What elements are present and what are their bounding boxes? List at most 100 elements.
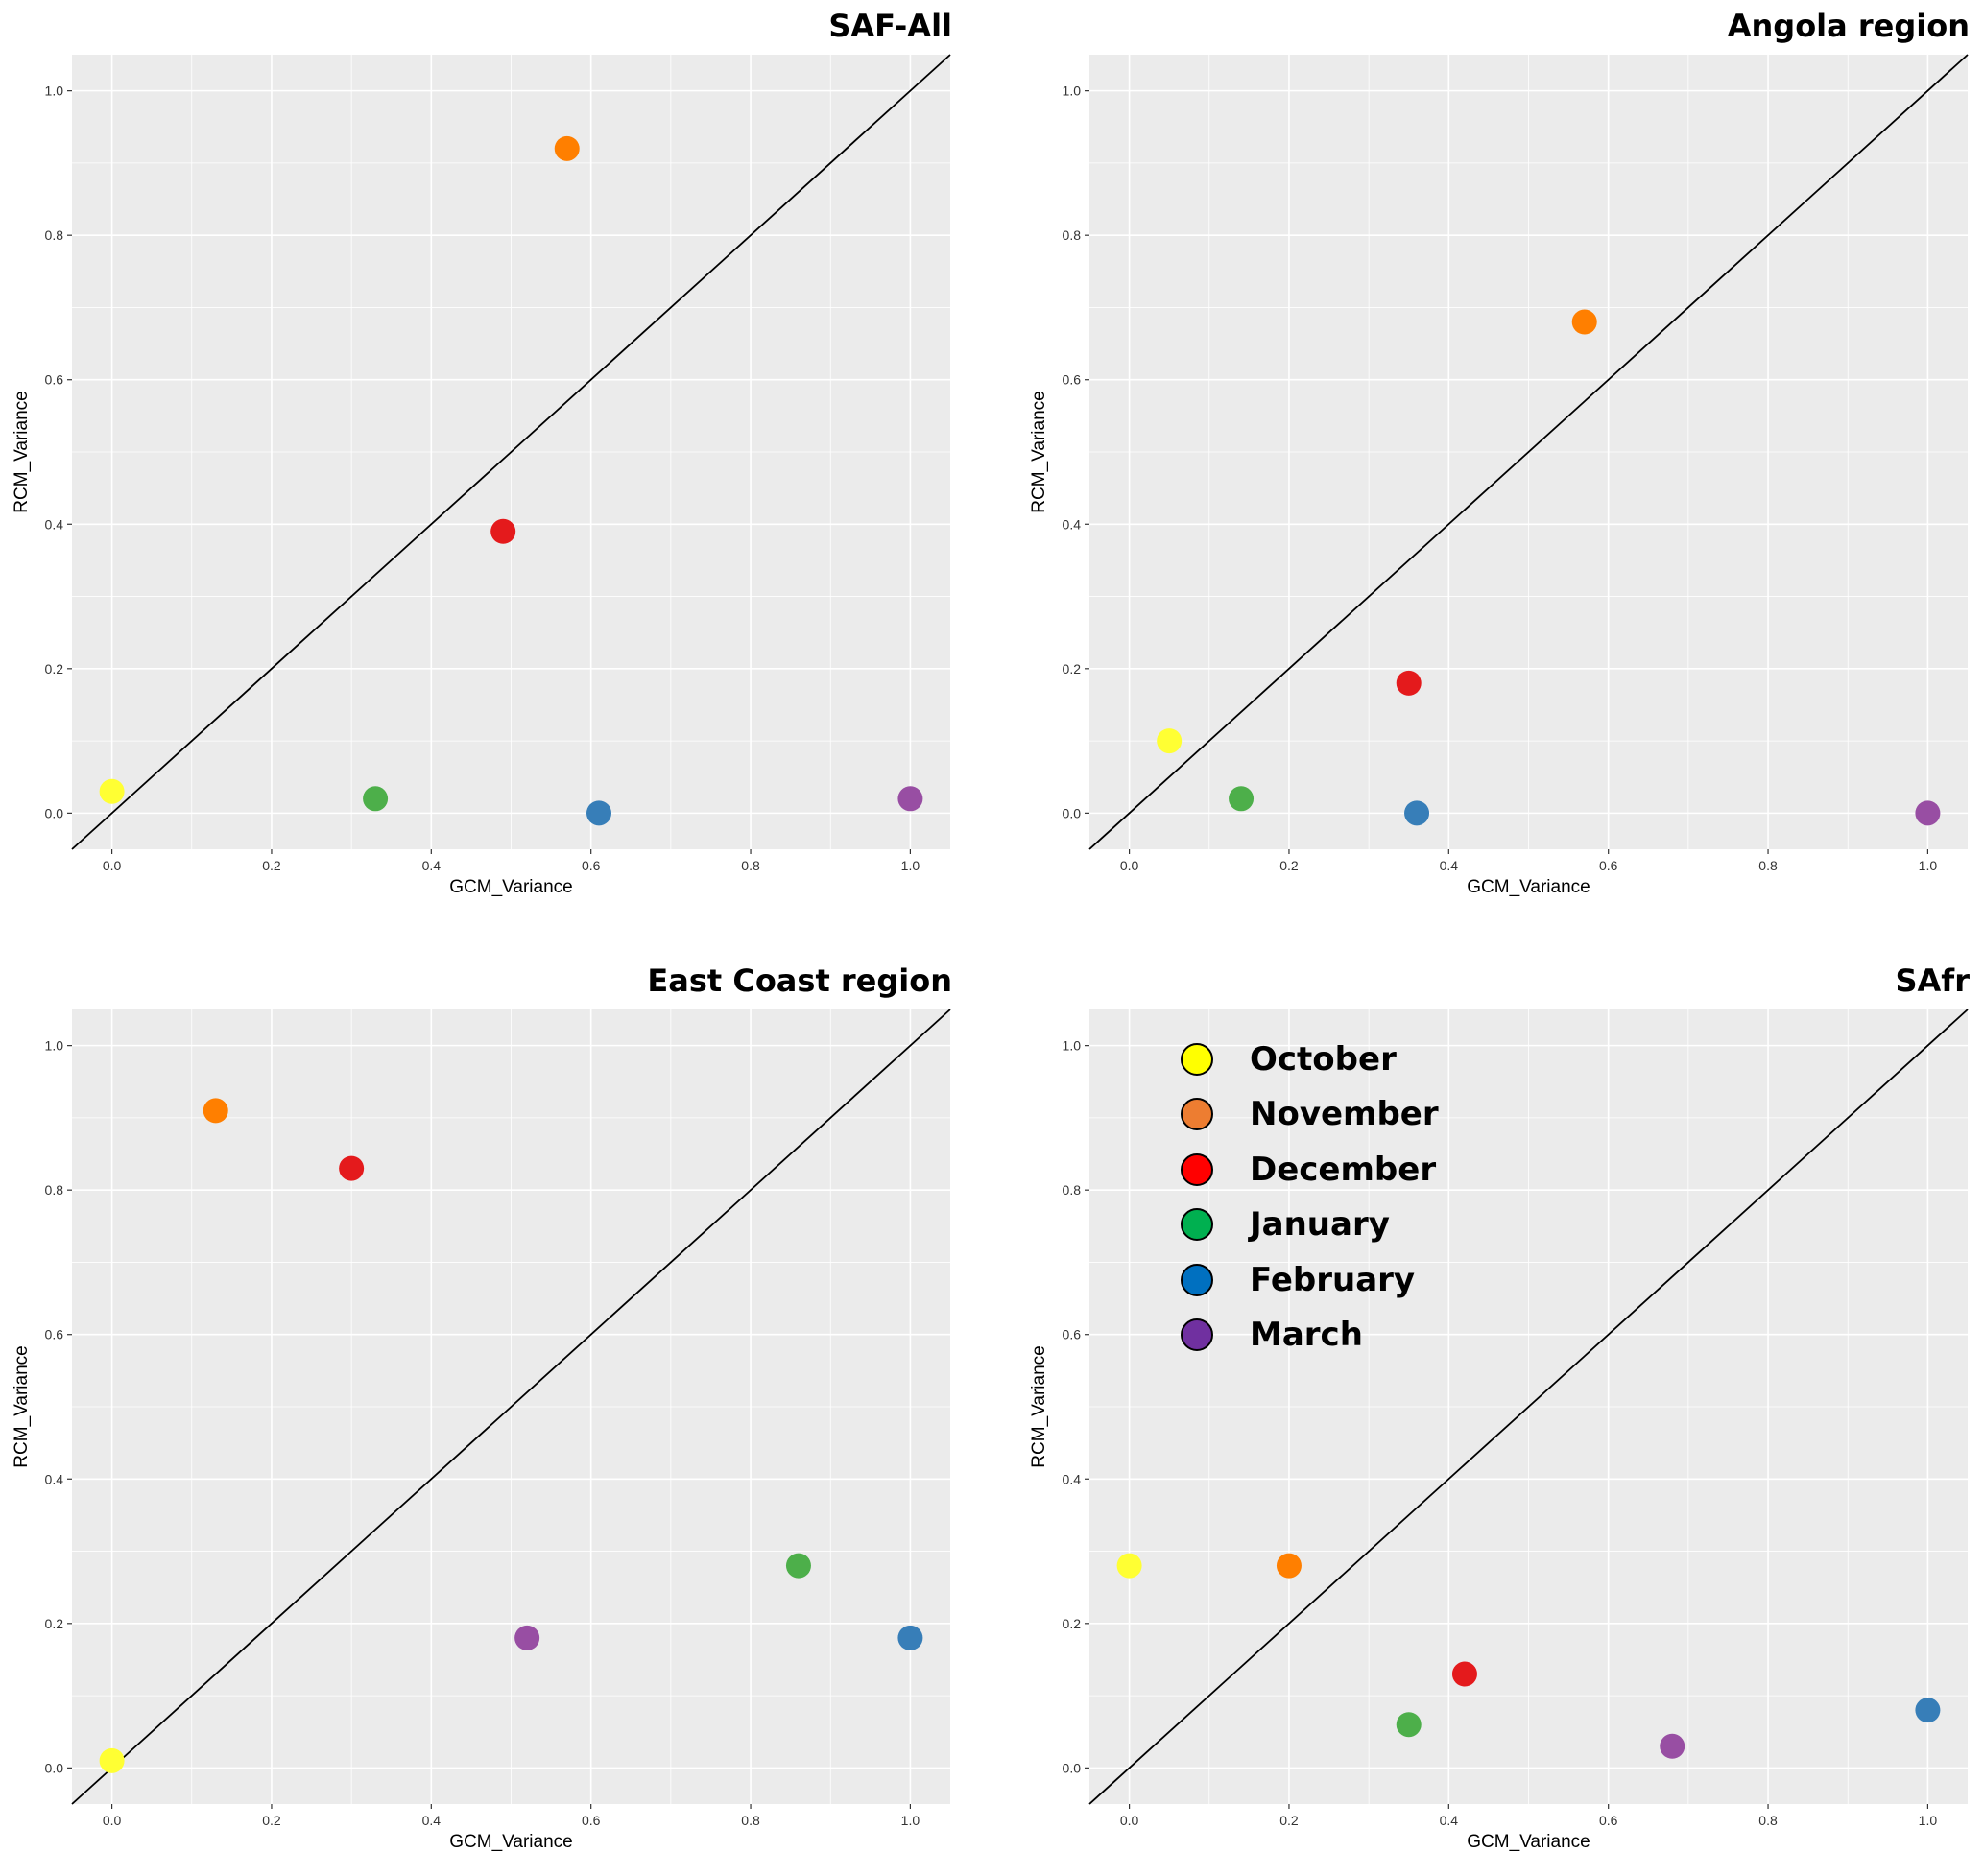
gridlines xyxy=(1089,1009,1968,1804)
identity-line xyxy=(71,1009,951,1805)
y-axis-title: RCM_Variance xyxy=(1029,1345,1049,1467)
y-tick-label: 0.0 xyxy=(45,805,64,820)
gridlines xyxy=(72,1009,950,1804)
y-tick-label: 0.8 xyxy=(1063,1182,1082,1198)
y-tick-label: 1.0 xyxy=(45,83,64,99)
identity-line xyxy=(1088,54,1969,850)
data-point-november xyxy=(203,1098,228,1124)
x-tick-label: 0.4 xyxy=(1440,858,1459,873)
x-tick-label: 0.0 xyxy=(1120,1813,1139,1828)
legend-swatch-november xyxy=(1181,1098,1213,1131)
legend-label: October xyxy=(1250,1039,1397,1079)
y-tick-label: 0.6 xyxy=(45,1327,64,1342)
legend-item: December xyxy=(1181,1142,1439,1198)
data-point-december xyxy=(1451,1661,1477,1687)
y-tick-label: 0.2 xyxy=(1063,1616,1082,1631)
panel-saf-all: 0.0 0.0 0.2 0.2 0.4 0.4 0.6 0.6 0.8 0.8 1.0 1.0 GCM_… xyxy=(0,0,960,921)
x-tick-label: 0.2 xyxy=(262,858,281,873)
x-tick-label: 0.6 xyxy=(582,858,601,873)
x-tick-label: 0.4 xyxy=(422,858,442,873)
legend-swatch-december xyxy=(1181,1152,1213,1186)
x-axis-title: GCM_Variance xyxy=(449,1832,572,1852)
y-tick-label: 0.0 xyxy=(1063,1760,1082,1775)
x-tick-label: 0.6 xyxy=(1599,858,1618,873)
legend-swatch-february xyxy=(1181,1263,1213,1296)
data-point-december xyxy=(1396,670,1422,696)
y-tick-label: 0.4 xyxy=(45,1471,64,1486)
y-tick-label: 0.6 xyxy=(1063,372,1082,388)
y-tick-label: 0.8 xyxy=(45,227,64,243)
y-axis-title: RCM_Variance xyxy=(12,1345,32,1467)
data-point-march xyxy=(514,1625,540,1650)
data-point-january xyxy=(1229,786,1255,812)
data-point-december xyxy=(490,518,516,544)
gridlines xyxy=(1089,55,1968,849)
x-tick-label: 0.2 xyxy=(1279,1813,1299,1828)
y-tick-label: 0.6 xyxy=(45,372,64,388)
y-tick-label: 0.4 xyxy=(1063,516,1082,532)
y-tick-label: 1.0 xyxy=(1063,83,1082,99)
data-point-november xyxy=(1276,1553,1302,1579)
x-axis-title: GCM_Variance xyxy=(1467,1832,1590,1852)
identity-line xyxy=(71,54,951,850)
x-tick-label: 0.8 xyxy=(741,858,760,873)
data-point-february xyxy=(1915,1698,1941,1723)
x-tick-label: 0.4 xyxy=(422,1813,442,1828)
legend-label: February xyxy=(1250,1260,1416,1299)
identity-line xyxy=(1088,1009,1969,1805)
data-point-march xyxy=(1660,1733,1685,1759)
data-point-february xyxy=(1404,800,1430,826)
y-tick-label: 0.4 xyxy=(45,516,64,532)
data-point-december xyxy=(339,1155,365,1181)
y-tick-label: 0.0 xyxy=(1063,805,1082,820)
panel-title: Angola region xyxy=(1727,8,1970,44)
x-tick-label: 1.0 xyxy=(901,1813,920,1828)
x-tick-label: 0.0 xyxy=(103,858,122,873)
x-tick-label: 0.6 xyxy=(582,1813,601,1828)
data-point-october xyxy=(99,778,125,804)
y-tick-label: 0.4 xyxy=(1063,1471,1082,1486)
x-tick-label: 0.8 xyxy=(1758,1813,1778,1828)
scatter-plot: 0.0 0.0 0.2 0.2 0.4 0.4 0.6 0.6 0.8 0.8 1.0 1.0 GCM_… xyxy=(1029,54,1969,897)
data-point-january xyxy=(363,786,389,812)
data-point-october xyxy=(99,1747,125,1773)
y-tick-label: 0.0 xyxy=(45,1760,64,1775)
legend-item: March xyxy=(1181,1308,1439,1364)
x-axis-title: GCM_Variance xyxy=(1467,877,1590,897)
y-axis-title: RCM_Variance xyxy=(1029,391,1049,512)
y-tick-label: 0.8 xyxy=(45,1182,64,1198)
y-tick-label: 0.2 xyxy=(1063,661,1082,677)
data-point-november xyxy=(1571,309,1597,335)
x-tick-label: 0.6 xyxy=(1599,1813,1618,1828)
legend-item: February xyxy=(1181,1252,1439,1308)
y-tick-label: 1.0 xyxy=(1063,1038,1082,1054)
y-tick-label: 0.6 xyxy=(1063,1327,1082,1342)
data-point-march xyxy=(1915,800,1941,826)
x-tick-label: 0.0 xyxy=(1120,858,1139,873)
scatter-plot: 0.0 0.0 0.2 0.2 0.4 0.4 0.6 0.6 0.8 0.8 1.0 1.0 GCM_… xyxy=(12,1009,951,1852)
y-tick-label: 0.8 xyxy=(1063,227,1082,243)
x-tick-label: 0.4 xyxy=(1440,1813,1459,1828)
y-tick-label: 1.0 xyxy=(45,1038,64,1054)
x-tick-label: 0.8 xyxy=(741,1813,760,1828)
data-point-march xyxy=(897,786,923,812)
panel-title: East Coast region xyxy=(647,962,952,999)
scatter-plot: 0.0 0.0 0.2 0.2 0.4 0.4 0.6 0.6 0.8 0.8 1.0 1.0 GCM_… xyxy=(1029,1009,1969,1852)
x-tick-label: 0.2 xyxy=(262,1813,281,1828)
legend-label: March xyxy=(1250,1316,1363,1355)
legend-item: October xyxy=(1181,1032,1439,1087)
y-tick-label: 0.2 xyxy=(45,661,64,677)
legend: October November December January Februa… xyxy=(1181,1032,1439,1363)
panel-east-coast-region: 0.0 0.0 0.2 0.2 0.4 0.4 0.6 0.6 0.8 0.8 1.0 1.0 GCM_… xyxy=(0,955,960,1876)
legend-label: December xyxy=(1250,1150,1437,1189)
data-point-february xyxy=(897,1625,923,1650)
y-axis-title: RCM_Variance xyxy=(12,391,32,512)
scatter-plot: 0.0 0.0 0.2 0.2 0.4 0.4 0.6 0.6 0.8 0.8 1.0 1.0 GCM_… xyxy=(12,54,951,897)
legend-swatch-october xyxy=(1181,1042,1213,1076)
x-tick-label: 0.8 xyxy=(1758,858,1778,873)
panel-angola-region: 0.0 0.0 0.2 0.2 0.4 0.4 0.6 0.6 0.8 0.8 1.0 1.0 GCM_… xyxy=(1017,0,1977,921)
x-tick-label: 1.0 xyxy=(901,858,920,873)
x-tick-label: 1.0 xyxy=(1919,1813,1938,1828)
data-point-october xyxy=(1157,728,1183,754)
